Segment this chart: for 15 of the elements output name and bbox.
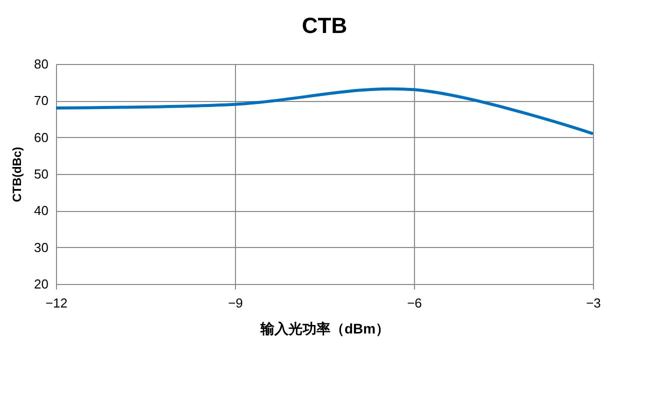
y-axis-title: CTB(dBc) [10, 146, 24, 202]
y-tick-label: 80 [34, 56, 48, 72]
y-tick-label: 60 [34, 130, 48, 145]
y-tick-label: 50 [34, 166, 48, 182]
x-axis-title: 输入光功率（dBm） [259, 320, 390, 336]
y-tick-label: 30 [34, 240, 48, 255]
y-tick-label: 40 [34, 203, 48, 218]
y-tick-label: 20 [34, 276, 48, 292]
x-tick-label: −6 [407, 296, 422, 310]
chart-title: CTB [302, 13, 348, 38]
x-tick-label: −3 [586, 296, 601, 310]
x-tick-label: −9 [228, 296, 243, 310]
y-tick-label: 70 [34, 93, 48, 108]
x-tick-label: −12 [45, 296, 68, 310]
line-series [56, 87, 593, 136]
